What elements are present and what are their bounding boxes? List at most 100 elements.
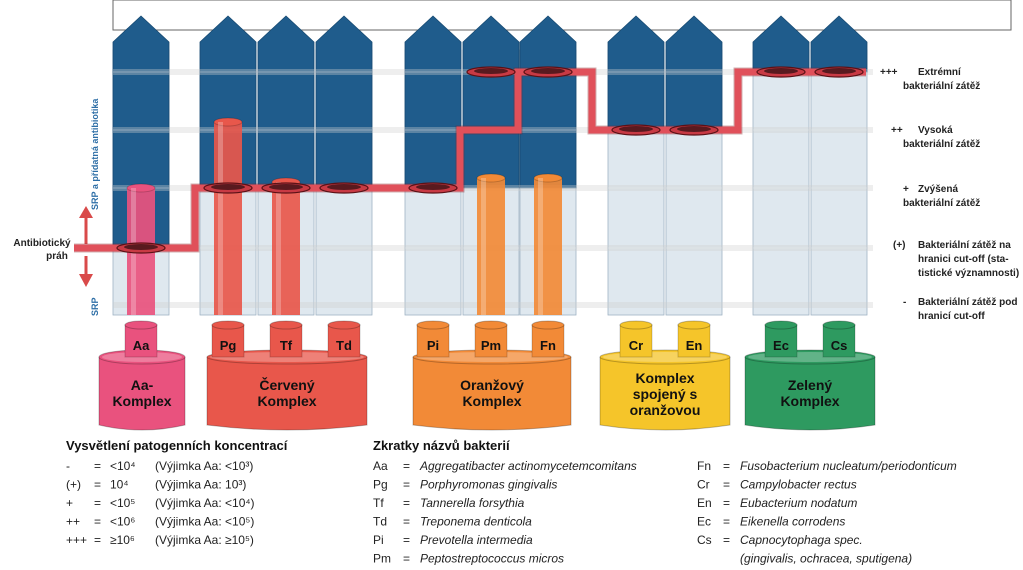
tooth-column [315, 15, 373, 316]
abbreviation-code: Cs [697, 533, 712, 547]
abbreviation-name: Eikenella corrodens [740, 515, 845, 529]
abbreviation-code: Cr [697, 478, 710, 492]
tube-label: Pi [427, 338, 439, 353]
load-plate [116, 242, 166, 254]
tube-label: Cr [629, 338, 643, 353]
level-text-plus-1: Zvýšená [918, 184, 958, 195]
concentration-legend: Vysvětlení patogenních koncentrací - = <10… [66, 438, 288, 547]
abbreviation-code: Ec [697, 515, 711, 529]
abbreviation-code: Pi [373, 533, 384, 547]
tooth-column [519, 15, 577, 316]
concentration-value: <10⁴ [110, 459, 136, 473]
tooth-column [810, 15, 868, 316]
abbreviation-code: Td [373, 515, 387, 529]
concentration-symbol: + [66, 496, 73, 510]
tooth-column [665, 15, 723, 316]
complex-base: Aa Aa-Komplex [98, 320, 186, 431]
concentration-symbol: (+) [66, 478, 81, 492]
axis-up-label: SRP a přídatná antibiotika [90, 98, 100, 210]
bacteria-tube [271, 177, 301, 315]
abbreviation-eq: = [723, 533, 730, 547]
concentration-exception: (Výjimka Aa: 10³) [155, 478, 246, 492]
complex-name: Komplex [112, 393, 171, 409]
level-legend: +++ Extrémní bakteriální zátěž ++ Vysoká… [880, 67, 1019, 322]
level-text-minus-2: hranicí cut-off [918, 311, 985, 322]
concentration-exception: (Výjimka Aa: <10⁵) [155, 515, 254, 529]
tube-stub: Cs [822, 320, 856, 358]
complex-name: Červený [259, 376, 314, 393]
concentration-eq: = [94, 533, 101, 547]
abbreviation-legend-title: Zkratky názvů bakterií [373, 438, 510, 453]
concentration-value: ≥10⁶ [110, 533, 135, 547]
concentration-eq: = [94, 496, 101, 510]
concentration-row: ++ = <10⁶ (Výjimka Aa: <10⁵) [66, 515, 254, 529]
abbreviation-row: Td = Treponema denticola [373, 515, 532, 529]
load-plate [814, 66, 864, 78]
abbreviation-name: Tannerella forsythia [420, 496, 525, 510]
load-plate [523, 66, 573, 78]
concentration-eq: = [94, 515, 101, 529]
load-plate [466, 66, 516, 78]
abbreviation-row: Pg = Porphyromonas gingivalis [373, 478, 557, 492]
tube-label: Ec [773, 338, 789, 353]
abbreviation-name: Eubacterium nodatum [740, 496, 857, 510]
level-symbol-plus: + [903, 184, 909, 195]
abbreviation-code: Pm [373, 552, 391, 566]
tooth-column [404, 15, 462, 316]
abbreviation-eq: = [403, 496, 410, 510]
abbreviation-row: (gingivalis, ochracea, sputigena) [740, 552, 912, 566]
abbreviation-row: Fn = Fusobacterium nucleatum/periodonticum [697, 459, 957, 473]
concentration-symbol: +++ [66, 533, 87, 547]
abbreviation-name: Campylobacter rectus [740, 478, 857, 492]
concentration-row: +++ = ≥10⁶ (Výjimka Aa: ≥10⁵) [66, 533, 254, 547]
arrow-down-icon [79, 274, 93, 287]
tube-stub: Fn [531, 320, 565, 358]
complex-name: Komplex [462, 393, 521, 409]
bacteria-tubes [126, 117, 563, 315]
abbreviation-row: Tf = Tannerella forsythia [373, 496, 525, 510]
load-plate [669, 124, 719, 136]
load-plate [408, 182, 458, 194]
concentration-eq: = [94, 478, 101, 492]
concentration-row: (+) = 10⁴ (Výjimka Aa: 10³) [66, 478, 246, 492]
abbreviation-row: Pi = Prevotella intermedia [373, 533, 533, 547]
abbreviation-eq: = [723, 459, 730, 473]
abbreviation-row: En = Eubacterium nodatum [697, 496, 857, 510]
complex-name: Komplex [635, 370, 694, 386]
tooth-column [257, 15, 315, 316]
complex-name: Oranžový [460, 377, 524, 393]
concentration-exception: (Výjimka Aa: <10⁴) [155, 496, 255, 510]
concentration-symbol: - [66, 459, 70, 473]
concentration-value: <10⁶ [110, 515, 135, 529]
abbreviation-row: Ec = Eikenella corrodens [697, 515, 845, 529]
level-symbol-pm: (+) [893, 240, 906, 251]
threshold-label-line1: Antibiotický [13, 238, 71, 249]
tube-label: Tf [280, 338, 293, 353]
abbreviation-code: En [697, 496, 712, 510]
complex-name: Aa- [131, 377, 154, 393]
abbreviation-eq: = [403, 552, 410, 566]
level-text-2plus-1: Vysoká [918, 125, 953, 136]
level-text-2plus-2: bakteriální zátěž [903, 139, 980, 150]
concentration-exception: (Výjimka Aa: ≥10⁵) [155, 533, 254, 547]
level-text-3plus-1: Extrémní [918, 67, 962, 78]
load-plate [203, 182, 253, 194]
bacteria-tube [533, 173, 563, 315]
abbreviation-code: Pg [373, 478, 388, 492]
abbreviation-code: Aa [373, 459, 388, 473]
abbreviation-name: Porphyromonas gingivalis [420, 478, 557, 492]
concentration-row: - = <10⁴ (Výjimka Aa: <10³) [66, 459, 253, 473]
load-plate [756, 66, 806, 78]
abbreviation-eq: = [723, 478, 730, 492]
level-symbol-minus: - [903, 297, 906, 308]
tube-stub: Pm [474, 320, 508, 358]
tube-stub: Cr [619, 320, 653, 358]
abbreviation-row: Cr = Campylobacter rectus [697, 478, 857, 492]
threshold-axis: SRP a přídatná antibiotika SRP Antibioti… [13, 98, 100, 316]
tooth-column [752, 15, 810, 316]
level-text-pm-3: tistické významnosti) [918, 268, 1019, 279]
tube-label: Pm [481, 338, 501, 353]
